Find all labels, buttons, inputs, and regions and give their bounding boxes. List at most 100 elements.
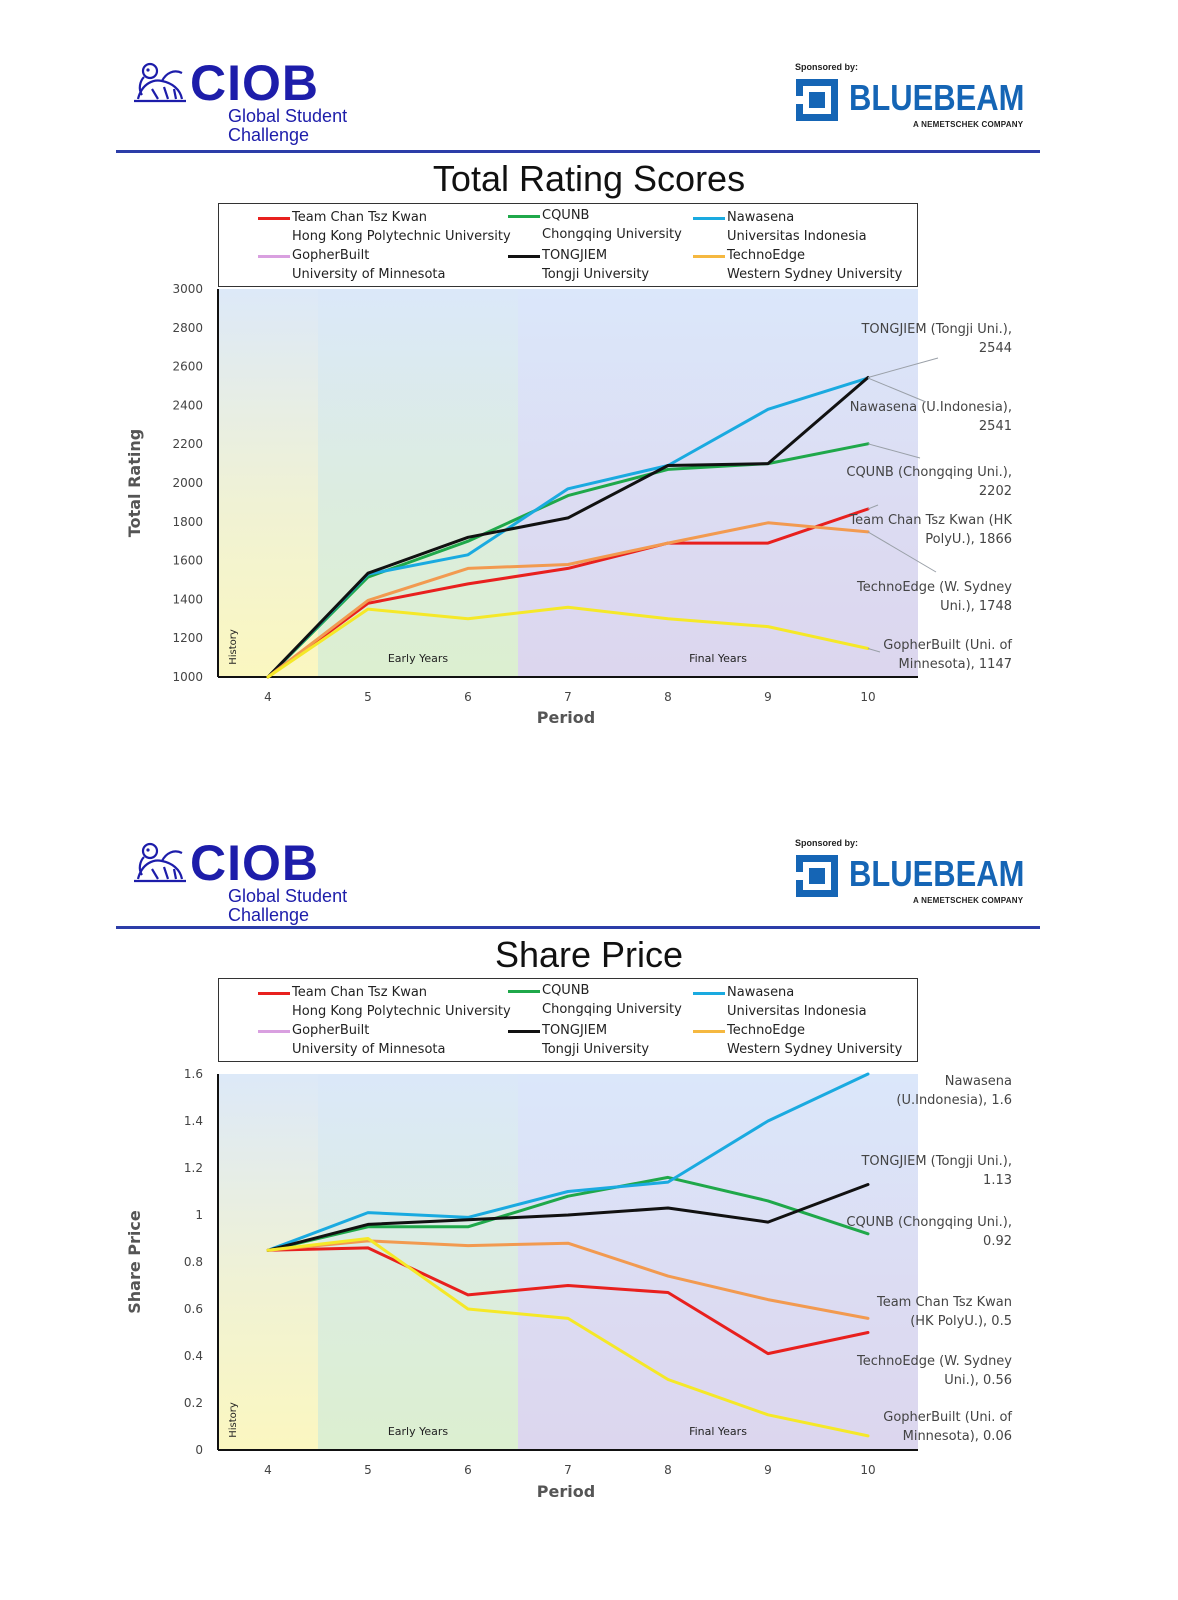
series-line	[266, 605, 870, 679]
leader-line	[867, 531, 937, 573]
y-tick-label: 1600	[172, 554, 203, 568]
series-line	[266, 507, 870, 679]
bluebeam-tagline: A NEMETSCHEK COMPANY	[913, 120, 1024, 129]
legend-swatch	[693, 217, 725, 220]
bluebeam-tagline: A NEMETSCHEK COMPANY	[913, 896, 1024, 905]
ciob-subtitle-line1: Global Student	[228, 106, 348, 126]
end-label: Minnesota), 1147	[898, 657, 1012, 672]
end-label: 2202	[979, 484, 1012, 499]
y-axis-title: Total Rating	[125, 429, 144, 537]
y-tick-label: 2000	[172, 476, 203, 490]
x-tick-label: 4	[264, 690, 272, 704]
end-label: Nawasena (U.Indonesia),	[850, 400, 1012, 415]
x-tick-label: 9	[764, 1463, 772, 1477]
x-tick-label: 10	[860, 690, 875, 704]
leader-line	[867, 357, 939, 378]
legend-item: TechnoEdge Western Sydney University	[693, 246, 903, 284]
legend-item: CQUNB Chongqing University	[508, 206, 682, 244]
bluebeam-wordmark: BLUEBEAM	[849, 77, 1025, 118]
x-tick-label: 4	[264, 1463, 272, 1477]
lion-crest-icon	[134, 842, 186, 883]
bluebeam-wordmark: BLUEBEAM	[849, 853, 1025, 894]
leader-line	[867, 377, 927, 403]
end-label: CQUNB (Chongqing Uni.),	[846, 1215, 1012, 1230]
y-tick-label: 0	[195, 1443, 203, 1457]
y-tick-label: 2400	[172, 398, 203, 412]
sponsor-label: Sponsored by:	[795, 838, 859, 848]
legend-item: TONGJIEM Tongji University	[508, 1021, 649, 1059]
rating-chart: History Early Years Final Years 1000 1200 140…	[125, 282, 1012, 727]
legend-line1: Nawasena	[727, 985, 795, 1000]
legend-item: Nawasena Universitas Indonesia	[693, 208, 867, 246]
legend-line2: Universitas Indonesia	[727, 1004, 867, 1019]
y-tick-label: 1200	[172, 631, 203, 645]
phase-label: Final Years	[689, 652, 747, 665]
y-tick-label: 2800	[172, 321, 203, 335]
legend-line1: Nawasena	[727, 210, 795, 225]
x-tick-label: 5	[364, 690, 372, 704]
end-label: GopherBuilt (Uni. of	[883, 638, 1012, 653]
legend-line1: GopherBuilt	[292, 248, 370, 263]
y-tick-label: 1	[195, 1208, 203, 1222]
x-tick-label: 6	[464, 1463, 472, 1477]
legend-swatch	[258, 1030, 290, 1033]
end-label: TechnoEdge (W. Sydney	[856, 580, 1012, 595]
phase-label: History	[228, 1402, 239, 1438]
y-tick-label: 1800	[172, 515, 203, 529]
end-label: 1.13	[983, 1173, 1012, 1188]
y-tick-label: 1.2	[184, 1161, 203, 1175]
ciob-subtitle: Global Student Challenge	[228, 107, 347, 145]
y-tick-label: 2200	[172, 437, 203, 451]
y-tick-label: 1400	[172, 592, 203, 606]
legend-swatch	[258, 217, 290, 220]
y-tick-label: 1000	[172, 670, 203, 684]
end-label: Minnesota), 0.06	[903, 1429, 1012, 1444]
legend-item: GopherBuilt University of Minnesota	[258, 1021, 446, 1059]
legend-item: Team Chan Tsz Kwan Hong Kong Polytechnic…	[258, 208, 511, 246]
x-tick-label: 7	[564, 690, 572, 704]
end-label: TONGJIEM (Tongji Uni.),	[860, 1154, 1012, 1169]
legend-swatch	[508, 1030, 540, 1033]
legend-line2: Universitas Indonesia	[727, 229, 867, 244]
end-label: PolyU.), 1866	[925, 532, 1012, 547]
share-price-panel: CIOB Global Student Challenge Sponsored …	[0, 790, 1178, 1580]
legend-line2: University of Minnesota	[292, 1042, 446, 1057]
end-label: Uni.), 0.56	[944, 1373, 1012, 1388]
x-tick-label: 8	[664, 1463, 672, 1477]
header-rule	[116, 926, 1040, 929]
legend-line1: TONGJIEM	[542, 1023, 608, 1038]
series-line	[266, 1183, 870, 1252]
ciob-logo: CIOB Global Student Challenge	[132, 55, 372, 155]
legend-item: GopherBuilt University of Minnesota	[258, 246, 445, 284]
ciob-wordmark: CIOB	[190, 55, 319, 111]
y-axis-title: Share Price	[125, 1210, 144, 1314]
legend-line1: CQUNB	[542, 983, 590, 998]
end-label: (HK PolyU.), 0.5	[910, 1314, 1012, 1329]
end-label: Team Chan Tsz Kwan	[876, 1295, 1012, 1310]
series-line	[266, 1239, 870, 1320]
end-label: 2541	[979, 419, 1012, 434]
end-label: GopherBuilt (Uni. of	[883, 1410, 1012, 1425]
phase-label: Early Years	[388, 652, 449, 665]
legend-line2: Hong Kong Polytechnic University	[292, 229, 511, 244]
legend-swatch	[258, 992, 290, 995]
sponsor-logo: Sponsored by: BLUEBEAM A NEMETSCHEK COMP…	[795, 838, 1035, 908]
end-label: (U.Indonesia), 1.6	[896, 1093, 1012, 1108]
legend-item: Team Chan Tsz Kwan Hong Kong Polytechnic…	[258, 983, 511, 1021]
legend-line2: Western Sydney University	[727, 267, 903, 282]
y-tick-label: 2600	[172, 360, 203, 374]
legend-line1: CQUNB	[542, 208, 590, 223]
phase-label: History	[228, 629, 239, 665]
y-tick-label: 1.6	[184, 1067, 203, 1081]
bluebeam-mark-icon	[796, 855, 838, 897]
rating-panel: CIOB Global Student Challenge Sponsored …	[0, 0, 1178, 790]
series-line	[266, 1237, 870, 1438]
legend-swatch	[693, 992, 725, 995]
ciob-logo: CIOB Global Student Challenge	[132, 835, 372, 935]
legend-line2: Tongji University	[542, 267, 650, 282]
ciob-subtitle-line2: Challenge	[228, 125, 310, 145]
phase-label: Final Years	[689, 1425, 747, 1438]
x-tick-label: 7	[564, 1463, 572, 1477]
y-tick-label: 1.4	[184, 1114, 203, 1128]
x-axis-title: Period	[537, 708, 595, 727]
